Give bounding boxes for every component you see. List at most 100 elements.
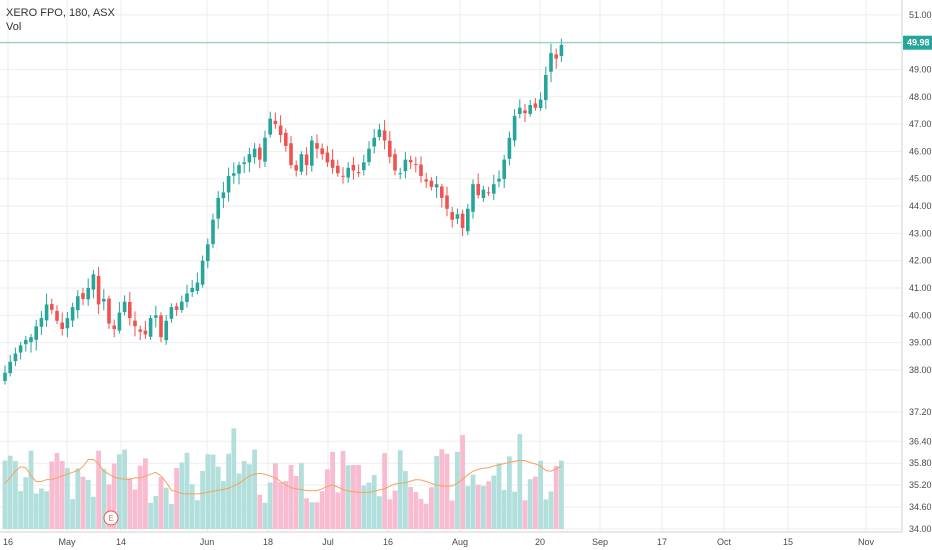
earnings-event-label: E: [108, 514, 113, 523]
candle-body: [284, 132, 288, 146]
candle-body: [492, 184, 496, 194]
candle-body: [278, 125, 283, 136]
candle-body: [471, 184, 475, 212]
volume-bar: [491, 475, 497, 529]
candle-body: [258, 147, 262, 160]
volume-bar: [179, 462, 185, 529]
volume-bar: [262, 502, 268, 529]
volume-bar: [247, 464, 252, 529]
candle-body: [273, 120, 278, 125]
volume-bar: [283, 481, 289, 529]
candle-body: [81, 293, 85, 299]
volume-bar: [423, 503, 429, 529]
volume-bar: [512, 491, 517, 529]
volume-bar: [49, 461, 55, 529]
price-tick-label: 40.00: [909, 310, 932, 320]
candle-body: [434, 184, 439, 188]
price-tick-label: 41.00: [909, 283, 932, 293]
price-tick-label: 47.00: [909, 119, 932, 129]
date-tick-label: 15: [783, 537, 793, 547]
volume-bar: [153, 495, 159, 529]
volume-label: Vol: [6, 21, 22, 33]
earnings-event-icon[interactable]: [103, 510, 119, 526]
volume-tick-label: 34.00: [909, 524, 932, 534]
candlesticks: [3, 38, 564, 385]
candle-body: [372, 137, 376, 147]
candle-body: [252, 148, 257, 158]
volume-bar: [444, 453, 450, 529]
volume-bar: [335, 492, 341, 529]
volume-bar: [543, 499, 549, 529]
volume-tick-label: 35.20: [909, 480, 932, 490]
volume-bar: [403, 471, 408, 529]
candle-body: [216, 197, 220, 219]
current-price-badge-bg: [903, 35, 932, 50]
candle-body: [440, 186, 444, 198]
volume-bar: [96, 450, 101, 529]
candle-body: [169, 307, 174, 319]
volume-bar: [18, 491, 23, 529]
candle-body: [3, 372, 7, 381]
price-tick-label: 46.00: [909, 146, 932, 156]
candle-body: [164, 320, 168, 341]
candle-body: [138, 329, 142, 332]
volume-tick-label: 34.60: [909, 502, 932, 512]
candle-body: [294, 165, 298, 171]
volume-bar: [273, 463, 278, 529]
candle-body: [86, 288, 90, 300]
candle-body: [232, 173, 236, 176]
volume-bar: [553, 466, 559, 529]
candle-body: [221, 192, 226, 199]
candle-body: [486, 192, 491, 194]
candle-body: [414, 164, 418, 166]
volume-bar: [137, 465, 143, 529]
earnings-event-marker[interactable]: E: [103, 510, 119, 526]
volume-bar: [319, 491, 325, 529]
volume-bar: [231, 428, 237, 529]
candle-body: [263, 137, 267, 162]
volume-bar: [127, 478, 133, 529]
volume-bar: [486, 481, 491, 529]
volume-bar: [184, 452, 190, 529]
price-tick-label: 42.00: [909, 256, 932, 266]
candle-body: [403, 159, 408, 172]
volume-bar: [75, 468, 81, 529]
volume-bar: [507, 456, 512, 529]
candle-body: [393, 154, 397, 171]
volume-bar: [345, 465, 351, 529]
candle-body: [55, 310, 59, 321]
volume-bar: [361, 485, 367, 529]
volume-bar: [174, 468, 179, 529]
candle-body: [559, 44, 564, 57]
candle-body: [107, 298, 111, 324]
volume-bar: [288, 465, 294, 529]
moving-average-line: [4, 459, 562, 495]
candle-body: [39, 318, 44, 327]
volume-bar: [496, 463, 502, 529]
date-tick-label: Oct: [717, 537, 732, 547]
date-tick-label: 16: [3, 537, 13, 547]
volume-bar: [527, 479, 533, 529]
date-tick-label: Jun: [200, 537, 215, 547]
volume-bar: [13, 461, 18, 529]
candle-body: [237, 165, 241, 174]
candle-body: [512, 115, 517, 141]
volume-bar: [226, 453, 231, 529]
candle-body: [8, 361, 12, 374]
date-tick-label: Aug: [452, 537, 468, 547]
candle-body: [289, 143, 293, 166]
candle-body: [247, 154, 252, 163]
candle-body: [549, 53, 553, 72]
chart-legend: XERO FPO, 180, ASX Vol: [6, 6, 115, 34]
volume-bar: [538, 460, 543, 529]
volume-bar: [200, 470, 205, 529]
candle-body: [24, 339, 28, 345]
date-tick-label: May: [58, 537, 76, 547]
price-tick-label: 48.00: [909, 92, 932, 102]
volume-bar: [91, 496, 96, 529]
candle-body: [60, 322, 64, 329]
candle-body: [102, 298, 106, 302]
volume-bar: [470, 474, 476, 529]
candle-body: [351, 164, 356, 171]
